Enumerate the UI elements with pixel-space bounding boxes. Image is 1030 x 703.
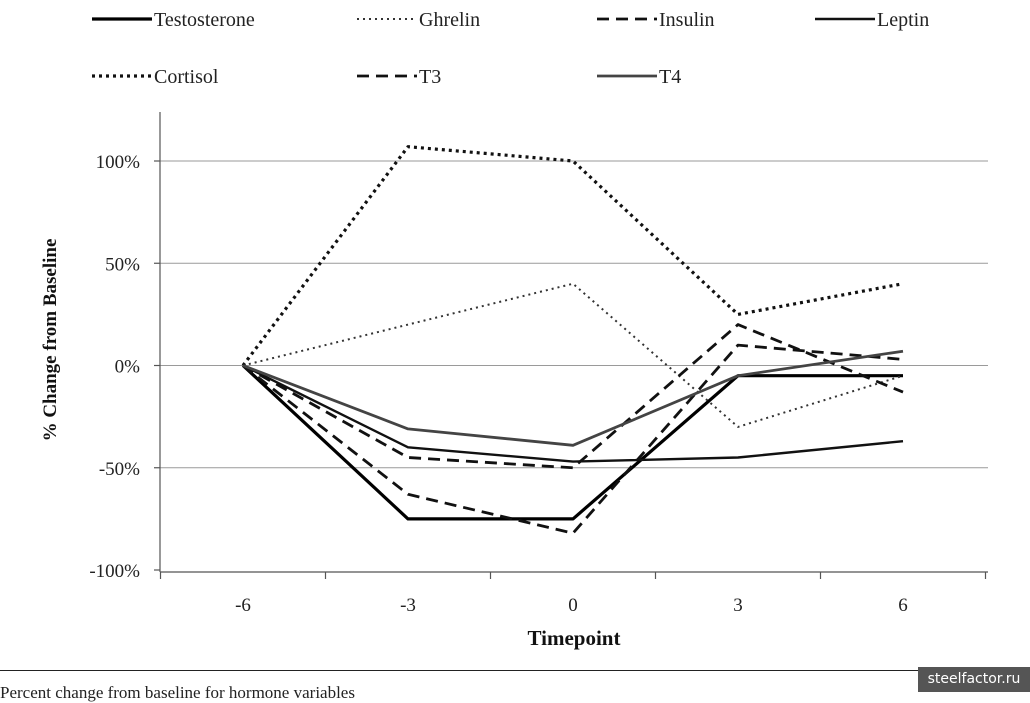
line-chart: Testosterone Ghrelin Insulin Leptin Cortisol… — [40, 9, 988, 650]
y-tick-label: -50% — [99, 459, 140, 480]
y-tick-label: -100% — [89, 561, 140, 582]
legend: Testosterone Ghrelin Insulin Leptin Cortisol… — [92, 9, 929, 88]
x-axis-ticks: -6 -3 0 3 6 — [159, 572, 987, 616]
legend-label-ghrelin: Ghrelin — [419, 9, 480, 31]
series-lines — [241, 145, 904, 535]
x-tick-label: 0 — [568, 595, 578, 616]
legend-label-t4: T4 — [659, 66, 681, 88]
legend-label-cortisol: Cortisol — [154, 66, 219, 88]
series-line-ghrelin — [242, 282, 904, 428]
x-tick-label: -6 — [235, 595, 251, 616]
x-tick-label: -3 — [400, 595, 416, 616]
y-axis-ticks: 100% 50% 0% -50% -100% — [89, 152, 160, 582]
y-tick-label: 100% — [96, 152, 141, 173]
legend-label-insulin: Insulin — [659, 9, 715, 31]
legend-label-testosterone: Testosterone — [154, 9, 255, 31]
y-tick-label: 0% — [115, 357, 141, 378]
y-tick-label: 50% — [105, 254, 140, 275]
series-line-cortisol — [241, 145, 904, 367]
series-line-leptin — [242, 364, 904, 463]
figure-caption: Percent change from baseline for hormone… — [0, 670, 1030, 702]
series-line-testosterone — [241, 364, 903, 521]
legend-label-leptin: Leptin — [877, 9, 929, 31]
x-tick-label: 3 — [733, 595, 743, 616]
caption-text: Percent change from baseline for hormone… — [0, 683, 355, 702]
y-axis-title: % Change from Baseline — [40, 239, 61, 442]
series-line-t3 — [242, 323, 904, 470]
gridlines — [160, 160, 988, 469]
x-axis-title: Timepoint — [528, 626, 621, 650]
axes — [159, 112, 988, 573]
series-line-insulin — [242, 343, 904, 535]
x-tick-label: 6 — [898, 595, 908, 616]
watermark: steelfactor.ru — [918, 667, 1030, 692]
legend-label-t3: T3 — [419, 66, 441, 88]
series-line-t4 — [242, 349, 904, 447]
